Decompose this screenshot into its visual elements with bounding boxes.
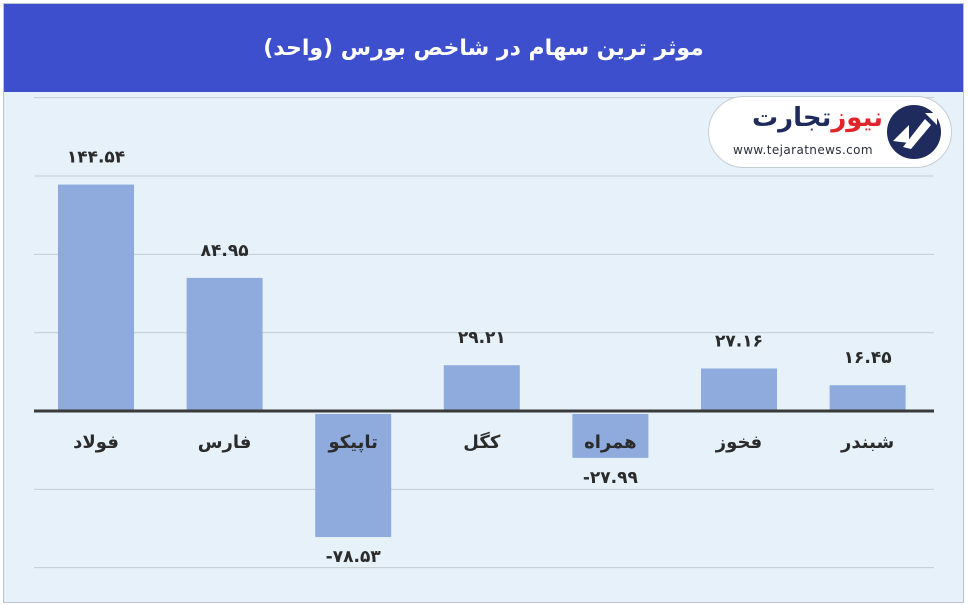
title-bar: موثر ترین سهام در شاخص بورس (واحد) — [4, 4, 963, 92]
bar — [829, 385, 906, 411]
bar — [186, 277, 263, 411]
bar — [443, 365, 520, 411]
data-label: ۱۴۴.۵۴ — [67, 148, 125, 168]
data-label: ۱۶.۴۵ — [844, 348, 892, 368]
data-label: ۲۹.۲۱ — [458, 328, 506, 348]
category-label: تاپیکو — [328, 432, 378, 453]
data-label: -۲۷.۹۹ — [583, 468, 639, 488]
data-label: -۷۸.۵۳ — [326, 547, 382, 567]
category-label: کگل — [463, 431, 501, 453]
bar — [701, 368, 777, 411]
bar — [572, 414, 649, 458]
category-label: شبندر — [840, 432, 894, 453]
category-label: فخوز — [715, 432, 762, 453]
category-label: همراه — [584, 432, 637, 453]
tejaratnews-logo: نیوزتجارت www.tejaratnews.com — [708, 96, 952, 168]
bar — [58, 184, 134, 411]
logo-wordmark: نیوزتجارت — [723, 103, 883, 141]
data-label: ۲۷.۱۶ — [715, 331, 763, 351]
globe-arrow-icon — [887, 105, 941, 159]
bar — [315, 414, 392, 538]
logo-wordmark-red: نیوز — [831, 103, 883, 133]
category-label: فولاد — [73, 432, 119, 453]
chart-title: موثر ترین سهام در شاخص بورس (واحد) — [263, 35, 704, 61]
logo-wordmark-dark: تجارت — [751, 103, 832, 133]
logo-url: www.tejaratnews.com — [732, 143, 874, 157]
category-label: فارس — [198, 432, 252, 453]
data-label: ۸۴.۹۵ — [201, 241, 249, 261]
